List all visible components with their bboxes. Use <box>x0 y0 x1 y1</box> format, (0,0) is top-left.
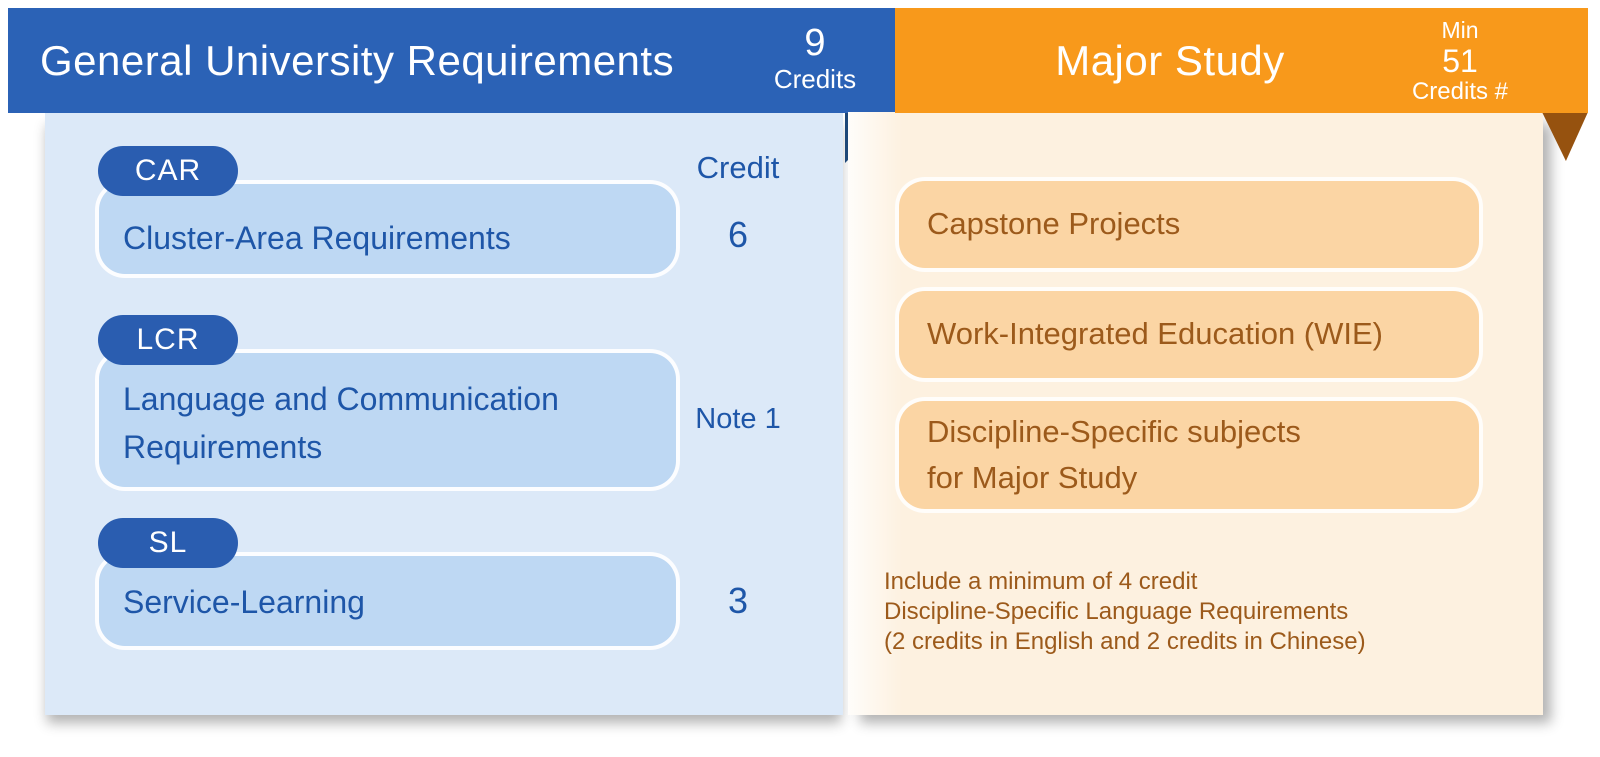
major-credits-label: Credits # <box>1411 78 1509 105</box>
major-study-title: Major Study <box>1055 36 1285 84</box>
card-language-communication-requirements: Language and Communication Requirements <box>95 349 680 491</box>
badge-sl: SL <box>98 518 238 568</box>
credit-value-lcr: Note 1 <box>695 403 781 435</box>
major-study-header: Major Study Min 51 Credits # <box>895 8 1588 113</box>
general-credits-value: 9 <box>804 22 826 64</box>
major-credits-value: 51 <box>1442 43 1478 79</box>
footnote-line: (2 credits in English and 2 credits in C… <box>884 628 1366 655</box>
credit-value-sl: 3 <box>727 580 749 621</box>
general-requirements-title: General University Requirements <box>40 36 675 84</box>
general-credits-block: 9 Credits <box>750 22 880 94</box>
credit-column-header: Credit <box>696 150 780 185</box>
badge-car: CAR <box>98 146 238 196</box>
major-credits-min-label: Min <box>1441 17 1479 43</box>
orange-folded-corner <box>1542 112 1588 161</box>
credit-value-car: 6 <box>727 214 749 255</box>
badge-lcr: LCR <box>98 315 238 365</box>
card-cluster-area-requirements: Cluster-Area Requirements <box>95 180 680 278</box>
footnote-line: Include a minimum of 4 credit <box>884 568 1198 595</box>
card-capstone-projects: Capstone Projects <box>895 177 1483 272</box>
general-credits-label: Credits <box>773 64 857 94</box>
card-work-integrated-education: Work-Integrated Education (WIE) <box>895 287 1483 382</box>
footnote-line: Discipline-Specific Language Requirement… <box>884 598 1349 625</box>
card-service-learning: Service-Learning <box>95 552 680 650</box>
major-study-footnote: Include a minimum of 4 credit Discipline… <box>884 567 1514 657</box>
card-discipline-specific-subjects: Discipline-Specific subjects for Major S… <box>895 397 1483 513</box>
general-requirements-header: General University Requirements 9 Credit… <box>8 8 895 113</box>
major-credits-block: Min 51 Credits # <box>1395 17 1525 106</box>
